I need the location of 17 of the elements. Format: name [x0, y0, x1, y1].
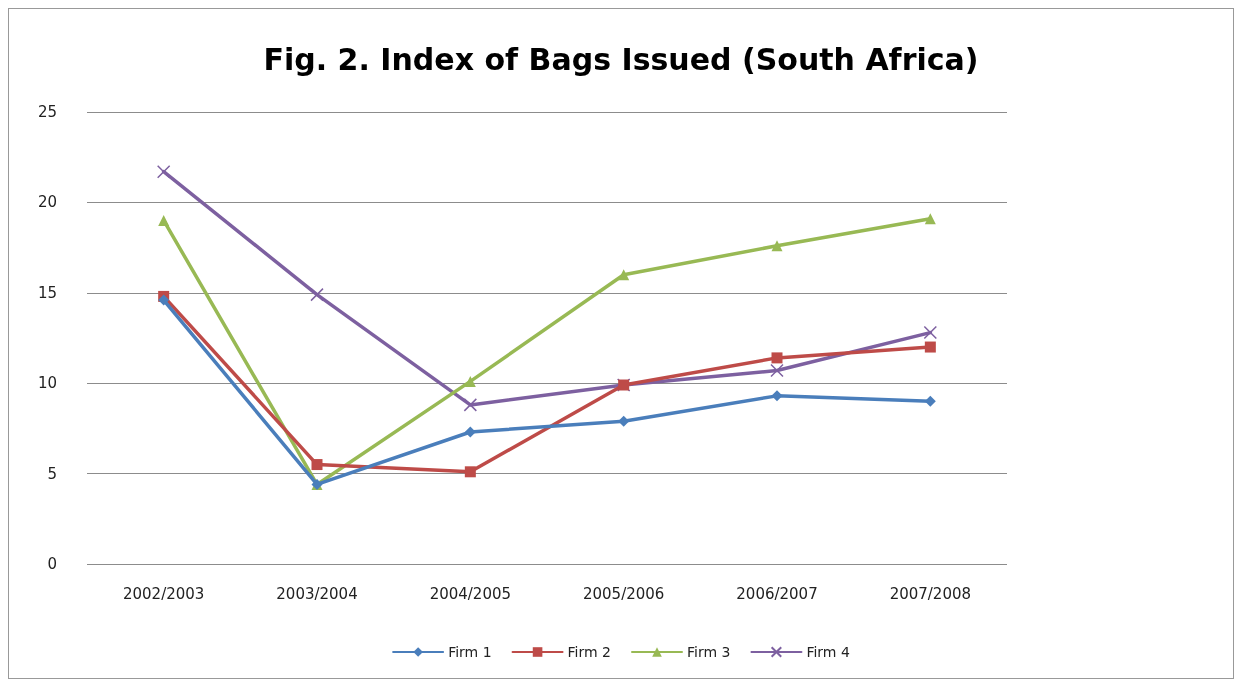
y-tick-label: 0	[47, 555, 57, 573]
x-tick-label: 2003/2004	[276, 584, 358, 603]
legend-label: Firm 4	[806, 644, 850, 660]
x-tick-label: 2006/2007	[736, 584, 818, 603]
x-tick-label: 2002/2003	[122, 584, 205, 603]
y-tick-label: 10	[37, 374, 57, 393]
x-tick-label: 2004/2005	[429, 584, 512, 603]
y-tick-label: 20	[37, 193, 57, 212]
legend-label: Firm 2	[567, 644, 612, 660]
y-tick-label: 5	[47, 464, 57, 483]
y-tick-label: 25	[37, 103, 57, 121]
chart-title: Fig. 2. Index of Bags Issued (South Africa)	[263, 41, 979, 77]
y-tick-label: 15	[37, 283, 57, 302]
x-tick-label: 2005/2006	[582, 584, 665, 603]
x-tick-label: 2007/2008	[889, 584, 972, 603]
legend-label: Firm 1	[448, 644, 492, 660]
legend-label: Firm 3	[687, 644, 731, 660]
